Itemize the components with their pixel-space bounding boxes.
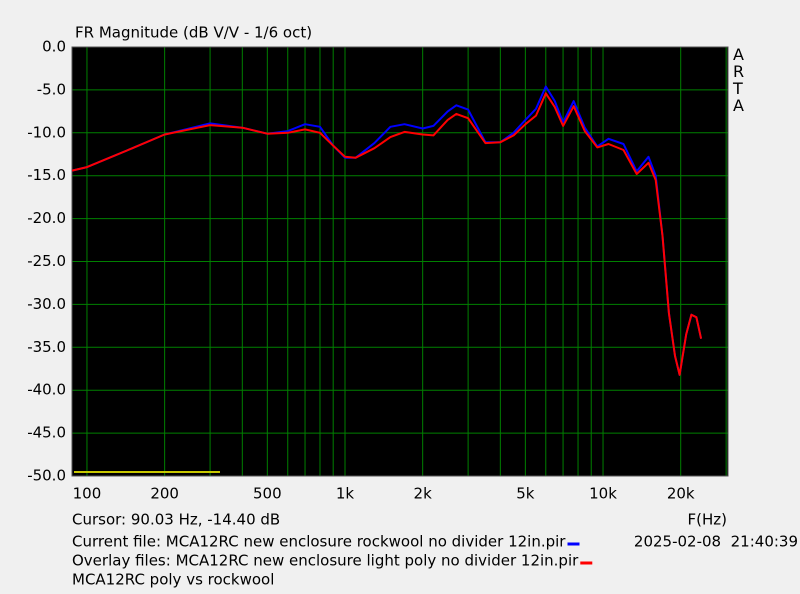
- timestamp: 2025-02-08 21:40:39: [634, 533, 798, 551]
- x-tick-label: 100: [73, 485, 102, 503]
- y-tick-label: -15.0: [27, 166, 66, 184]
- x-tick-label: 500: [253, 485, 282, 503]
- y-tick-label: -35.0: [27, 338, 66, 356]
- y-tick-label: -50.0: [27, 467, 66, 485]
- y-tick-label: -30.0: [27, 295, 66, 313]
- y-tick-label: -10.0: [27, 123, 66, 141]
- x-tick-label: 20k: [667, 485, 695, 503]
- y-tick-label: -5.0: [37, 80, 66, 98]
- y-tick-label: -40.0: [27, 381, 66, 399]
- y-tick-label: 0.0: [42, 38, 66, 56]
- cursor-readout: Cursor: 90.03 Hz, -14.40 dB: [72, 511, 280, 529]
- y-tick-label: -45.0: [27, 424, 66, 442]
- y-tick-label: -25.0: [27, 252, 66, 270]
- comment: MCA12RC poly vs rockwool: [72, 571, 274, 589]
- legend-label: Overlay files: MCA12RC new enclosure lig…: [72, 552, 579, 570]
- x-tick-label: 200: [150, 485, 179, 503]
- x-tick-label: 5k: [516, 485, 535, 503]
- y-tick-label: -20.0: [27, 209, 66, 227]
- series-line: [71, 92, 703, 376]
- x-tick-label: 2k: [414, 485, 433, 503]
- x-tick-label: 10k: [589, 485, 617, 503]
- plot-border: [71, 46, 729, 477]
- legend-label: Current file: MCA12RC new enclosure rock…: [72, 533, 566, 551]
- watermark: ARTA: [733, 45, 745, 115]
- chart-title: FR Magnitude (dB V/V - 1/6 oct): [75, 24, 312, 42]
- x-tick-label: 1k: [336, 485, 355, 503]
- x-axis-label: F(Hz): [688, 511, 728, 529]
